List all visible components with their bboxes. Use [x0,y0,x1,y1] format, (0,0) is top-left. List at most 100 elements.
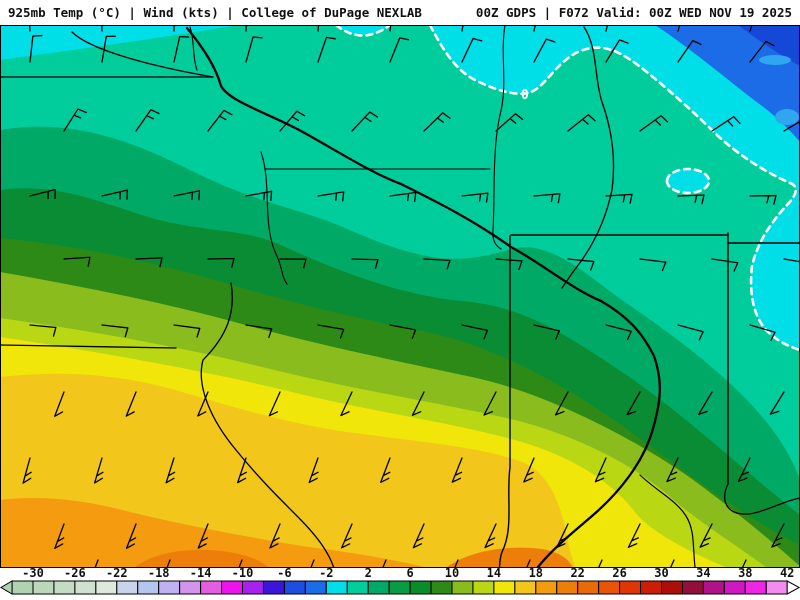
river-mississippi [185,26,661,568]
wind-barb [173,324,201,338]
wind-barb [639,115,669,132]
wind-barb [125,391,137,417]
wind-barb [207,257,235,268]
wind-barb [135,257,163,268]
wind-barb [556,523,569,549]
wind-barb [245,324,273,339]
colorbar-segment [283,580,306,595]
colorbar-segment [598,580,621,595]
wind-barb [749,194,777,205]
colorbar-tick-label: -22 [105,566,128,580]
wind-barb [245,25,247,32]
colorbar-tick-label: 34 [696,566,711,580]
band-blue [655,25,800,142]
river-upper-2 [189,26,198,71]
wind-barb [317,36,336,63]
colorbar-segment [262,580,285,595]
wind-barb [626,391,641,416]
wind-barb [54,523,65,549]
wind-barb [29,188,56,200]
colorbar-tick-label: 18 [528,566,544,580]
wind-barb [741,559,747,568]
wind-barb [453,559,459,568]
wind-barb [101,25,103,32]
wind-barb [769,391,785,415]
wind-barb [101,35,116,63]
colorbar-segment [472,580,495,595]
river-missouri [200,282,335,568]
colorbar-segment [765,580,788,595]
wind-barb [101,324,129,338]
colorbar-labels: -30 -26 -22 -18 -14 -10 -6 -2 2 6 10 14 18 22 26 30 34 38… [0,566,800,580]
product-title: 925mb Temp (°C) | Wind (kts) | College o… [8,5,422,20]
river-wisconsin [561,26,615,289]
wind-barb [711,116,741,132]
wind-barb [594,457,607,483]
colorbar-segment [158,580,181,595]
wind-barb [63,108,87,132]
wind-barb [173,35,190,63]
wind-barb [495,258,523,271]
wind-barb [461,25,464,32]
temperature-map-canvas: 0 [0,25,800,568]
wind-barb [749,40,775,63]
zero-isotherm-main [428,25,800,352]
border-south-west [0,344,177,349]
cold-pocket [667,169,709,193]
colorbar-segment [619,580,642,595]
wind-barb [749,324,776,341]
colorbar-segment [640,580,662,595]
colorbar-tick-label: 14 [486,566,502,580]
weather-map: 0 [0,25,800,568]
wind-barb [28,25,31,32]
zero-isotherm-label: 0 [521,88,529,103]
wind-barb [423,112,451,132]
wind-barb [533,324,560,340]
wind-barb [677,39,702,63]
wind-barb [412,523,425,549]
wind-barb [605,324,632,341]
wind-barb [166,559,171,568]
wind-barb [279,258,307,269]
wind-barb [771,523,785,548]
wind-barb [380,457,391,483]
colorbar [0,580,800,595]
wind-barb [423,258,451,270]
wind-barb [783,120,800,132]
wind-barb [737,457,751,482]
colorbar-tick-label: -14 [189,566,212,580]
colorbar-segment [242,580,264,595]
wind-barb [461,192,489,203]
colorbar-segment [409,580,432,595]
wind-barb [269,523,281,549]
colorbar-segment [744,580,767,595]
wind-barb [238,559,243,568]
wind-barb [451,457,463,483]
border-vertical-west [498,235,511,568]
colorbar-tick-label: -10 [231,566,254,580]
wind-barb [523,457,535,483]
wind-barb [340,391,353,417]
colorbar-segment [11,580,34,595]
zero-isotherm-notch [334,25,392,37]
colorbar-segment [556,580,579,595]
wind-barb [197,391,209,417]
wind-barb [207,109,233,132]
colorbar-segment [702,580,725,595]
wind-barb [351,258,379,270]
colorbar-segment [179,580,202,595]
colorbar-tick-label: 26 [612,566,627,580]
colorbar-segment [535,580,558,595]
wind-barb [461,37,483,63]
wind-barb [711,258,739,272]
wind-barb [533,38,556,63]
band-orange [0,498,428,568]
colorbar-segment [221,580,244,595]
wind-barb [389,191,417,203]
colorbar-tick-label: -18 [147,566,170,580]
header-bar: 925mb Temp (°C) | Wind (kts) | College o… [0,0,800,25]
colorbar-tick-label: -2 [319,566,334,580]
wind-barb [495,113,524,132]
colorbar-segment [116,580,139,595]
wind-barb [749,25,753,32]
